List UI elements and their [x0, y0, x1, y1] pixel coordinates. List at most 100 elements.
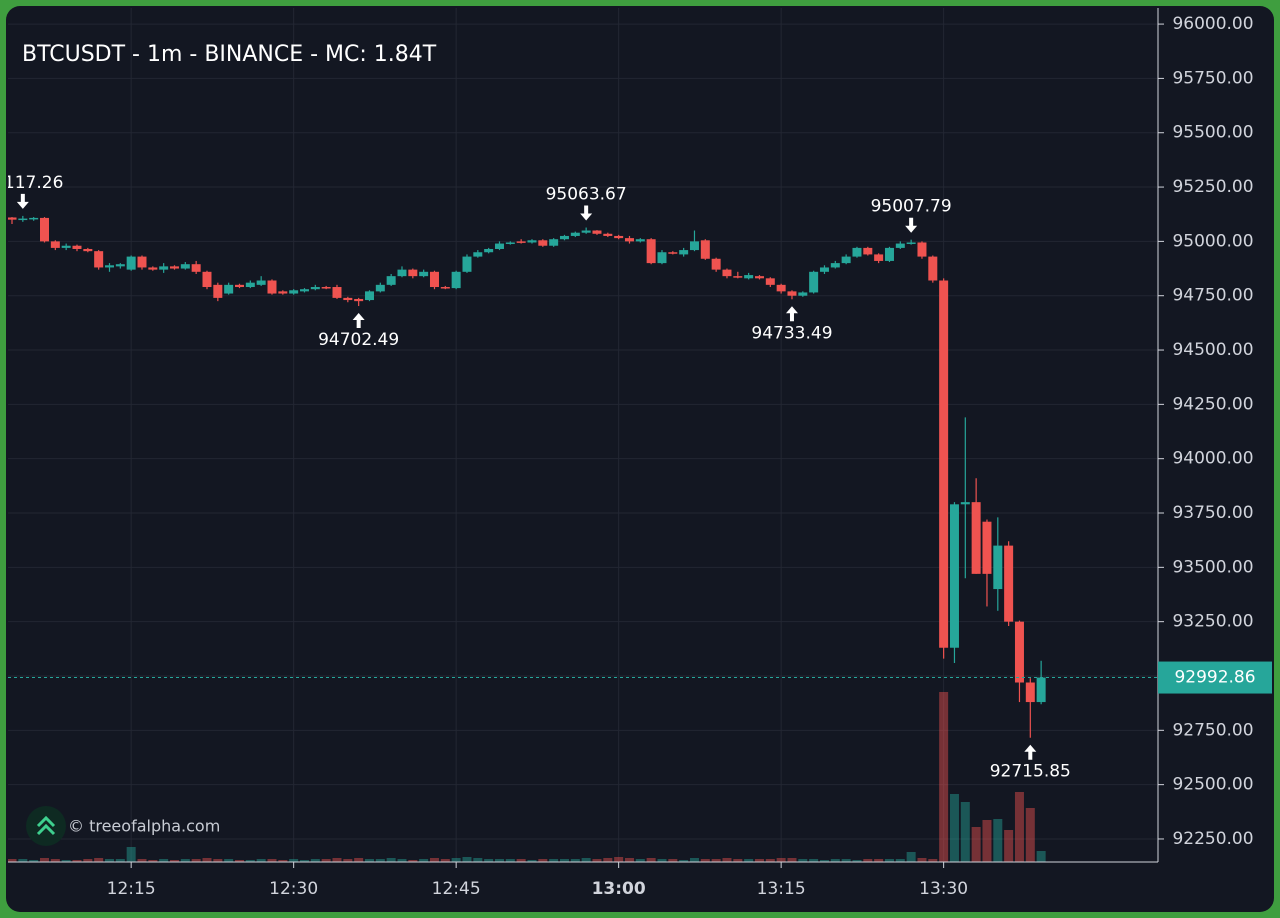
- candle-body: [234, 284, 244, 288]
- volume: [8, 692, 1046, 862]
- candle-body: [494, 243, 504, 249]
- candle-body: [700, 240, 710, 259]
- volume-bar: [462, 857, 472, 862]
- volume-bar: [484, 859, 494, 862]
- volume-bar: [874, 859, 884, 862]
- y-tick-label: 95250.00: [1172, 177, 1253, 197]
- candle-body: [895, 243, 905, 248]
- annotation-label: 95117.26: [0, 173, 63, 193]
- candle-body: [94, 251, 104, 268]
- volume-bar: [191, 859, 201, 862]
- candle-body: [581, 230, 591, 233]
- candle-body: [289, 290, 299, 294]
- candle-body: [440, 287, 450, 289]
- volume-bar: [733, 859, 743, 862]
- y-tick-label: 94000.00: [1172, 449, 1253, 469]
- candle-body: [884, 247, 894, 261]
- candle-body: [386, 276, 396, 285]
- candle-body: [614, 235, 624, 239]
- candle-body: [939, 280, 949, 648]
- volume-bar: [115, 859, 125, 862]
- candle-body: [819, 267, 829, 272]
- volume-bar: [289, 859, 299, 862]
- volume-bar: [83, 859, 93, 862]
- y-tick-label: 96000.00: [1172, 14, 1253, 34]
- candle-body: [624, 238, 634, 242]
- annotation-arrow: [905, 217, 918, 233]
- volume-bar: [570, 859, 580, 862]
- candle-body: [776, 284, 786, 292]
- volume-bar: [299, 860, 309, 862]
- volume-bar: [473, 858, 483, 862]
- candle-body: [538, 240, 548, 246]
- volume-bar: [635, 859, 645, 862]
- grid: [8, 8, 1158, 862]
- candle-body: [549, 239, 559, 246]
- candle-body: [809, 271, 819, 293]
- volume-bar: [126, 847, 136, 862]
- y-tick-label: 94250.00: [1172, 394, 1253, 414]
- y-tick-label: 92750.00: [1172, 720, 1253, 740]
- candle-body: [505, 242, 515, 244]
- y-tick-label: 93500.00: [1172, 557, 1253, 577]
- y-tick-label: 94750.00: [1172, 286, 1253, 306]
- volume-bar: [646, 858, 656, 862]
- candle-body: [408, 269, 418, 277]
- volume-bar: [971, 827, 981, 862]
- volume-bar: [234, 860, 244, 862]
- volume-bar: [148, 860, 158, 862]
- candle-body: [1014, 621, 1024, 683]
- volume-bar: [61, 860, 71, 862]
- volume-bar: [830, 859, 840, 862]
- candle-body: [104, 265, 114, 268]
- volume-bar: [50, 859, 60, 862]
- annotation-label: 94702.49: [318, 330, 399, 350]
- volume-bar: [928, 859, 938, 862]
- volume-bar: [29, 860, 39, 862]
- candle-body: [765, 278, 775, 285]
- volume-bar: [256, 859, 266, 862]
- annotation-label: 94733.49: [751, 323, 832, 343]
- candle-body: [982, 521, 992, 574]
- x-tick-label: 13:15: [757, 879, 806, 899]
- candle-body: [527, 240, 537, 243]
- candle-body: [148, 267, 158, 270]
- volume-bar: [581, 858, 591, 862]
- candle-body: [137, 256, 147, 268]
- chart-title: BTCUSDT - 1m - BINANCE - MC: 1.84T: [22, 42, 437, 67]
- volume-bar: [8, 859, 17, 862]
- volume-bar: [895, 859, 905, 862]
- candle-body: [516, 241, 526, 243]
- volume-bar: [711, 859, 721, 862]
- volume-bar: [408, 860, 418, 862]
- volume-bar: [765, 859, 775, 862]
- candle-body: [256, 280, 266, 285]
- y-tick-label: 95000.00: [1172, 231, 1253, 251]
- candle-body: [473, 252, 483, 257]
- y-tick-label: 92250.00: [1172, 829, 1253, 849]
- candle-body: [993, 545, 1003, 590]
- volume-bar: [1036, 851, 1046, 862]
- volume-bar: [213, 859, 223, 862]
- y-tick-label: 92500.00: [1172, 775, 1253, 795]
- candle-body: [679, 250, 689, 255]
- candle-body: [61, 245, 71, 248]
- candle-body: [830, 263, 840, 268]
- volume-bar: [527, 860, 537, 862]
- candle-body: [603, 233, 613, 236]
- volume-bar: [180, 859, 190, 862]
- volume-bar: [429, 858, 439, 862]
- candle-body: [657, 252, 667, 264]
- candle-body: [451, 271, 461, 289]
- price-badge: [1158, 661, 1272, 694]
- volume-bar: [321, 859, 331, 862]
- volume-bar: [386, 858, 396, 862]
- annotation-arrow: [16, 193, 29, 209]
- candle-body: [310, 287, 320, 290]
- candle-body: [202, 271, 212, 288]
- annotation-label: 92715.85: [990, 762, 1071, 782]
- candle-body: [646, 239, 656, 264]
- volume-bar: [267, 859, 277, 862]
- candle-body: [245, 282, 255, 288]
- candle-body: [1004, 545, 1014, 622]
